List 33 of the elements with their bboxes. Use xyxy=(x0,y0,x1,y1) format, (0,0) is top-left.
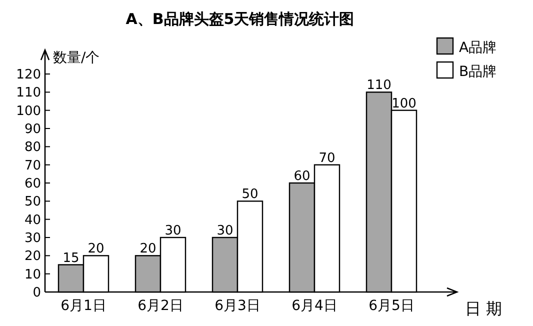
y-tick-label: 0 xyxy=(32,286,41,300)
y-axis-title: 数量/个 xyxy=(53,50,100,66)
x-tick-label: 6月5日 xyxy=(368,298,414,314)
y-tick-label: 30 xyxy=(24,231,41,246)
y-tick-label: 60 xyxy=(24,176,41,192)
x-tick-label: 6月2日 xyxy=(138,298,184,314)
legend-label: B品牌 xyxy=(459,64,497,80)
data-label: 30 xyxy=(216,224,234,238)
y-tick-label: 50 xyxy=(24,194,41,210)
data-label: 60 xyxy=(294,169,310,184)
y-tick-label: 90 xyxy=(24,122,41,137)
y-tick-label: 20 xyxy=(24,249,41,264)
y-tick-label: 100 xyxy=(16,104,41,119)
y-tick-label: 80 xyxy=(24,140,41,156)
y-tick-label: 10 xyxy=(24,267,41,282)
data-label: 70 xyxy=(318,150,336,166)
y-tick-label: 70 xyxy=(24,158,41,174)
data-label: 20 xyxy=(88,242,104,257)
data-label: 50 xyxy=(242,187,258,202)
legend-label: A品牌 xyxy=(459,40,497,56)
y-tick-label: 110 xyxy=(16,86,41,101)
y-tick-label: 120 xyxy=(16,68,41,82)
x-tick-label: 6月1日 xyxy=(60,298,106,314)
x-tick-label: 6月3日 xyxy=(214,298,260,314)
x-tick-label: 6月4日 xyxy=(292,298,338,314)
data-label: 110 xyxy=(366,78,392,94)
y-tick-label: 40 xyxy=(24,212,41,228)
chart-title: A、B品牌头盔5天销售情况统计图 xyxy=(126,10,354,28)
data-label: 20 xyxy=(140,242,156,257)
x-axis-title: 日 期 xyxy=(465,299,502,318)
data-label: 30 xyxy=(164,224,182,238)
data-label: 100 xyxy=(392,96,416,112)
data-label: 15 xyxy=(62,250,80,266)
